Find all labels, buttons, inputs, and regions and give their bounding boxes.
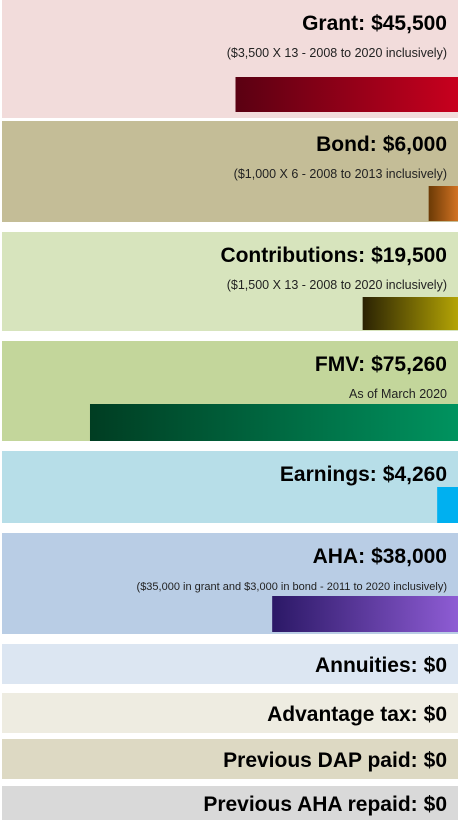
value-label: $75,260 xyxy=(371,353,447,376)
category-label: Advantage tax: xyxy=(267,703,418,726)
value-label: $6,000 xyxy=(383,133,447,156)
row-title: Advantage tax: $0 xyxy=(267,703,447,726)
category-label: Annuities: xyxy=(315,654,418,677)
category-label: Grant: xyxy=(302,12,365,35)
row-title: AHA: $38,000 xyxy=(313,545,447,568)
value-label: $19,500 xyxy=(371,244,447,267)
row-title: Contributions: $19,500 xyxy=(220,244,447,267)
row-title: Bond: $6,000 xyxy=(316,133,447,156)
bar xyxy=(362,297,458,330)
category-label: AHA: xyxy=(313,545,366,568)
row-background xyxy=(2,121,458,222)
value-label: $0 xyxy=(424,793,447,816)
bar xyxy=(272,596,458,632)
row-background xyxy=(2,786,458,820)
row-title: Previous DAP paid: $0 xyxy=(223,749,447,772)
value-label: $0 xyxy=(424,749,447,772)
row-background xyxy=(2,739,458,779)
value-label: $0 xyxy=(424,703,447,726)
row-subtitle: ($1,000 X 6 - 2008 to 2013 inclusively) xyxy=(234,167,447,181)
category-label: Bond: xyxy=(316,133,377,156)
bar xyxy=(235,77,458,112)
bar xyxy=(428,186,458,221)
bar xyxy=(437,487,458,523)
row-title: Earnings: $4,260 xyxy=(280,463,447,486)
value-label: $0 xyxy=(424,654,447,677)
row-title: FMV: $75,260 xyxy=(315,353,447,376)
row-background xyxy=(2,451,458,523)
row-subtitle: ($35,000 in grant and $3,000 in bond - 2… xyxy=(137,581,447,593)
bar xyxy=(89,404,458,441)
value-label: $45,500 xyxy=(371,12,447,35)
row-subtitle: As of March 2020 xyxy=(349,387,447,401)
value-label: $38,000 xyxy=(371,545,447,568)
row-title: Previous AHA repaid: $0 xyxy=(203,793,447,816)
row-background xyxy=(2,644,458,684)
row-title: Annuities: $0 xyxy=(315,654,447,677)
value-label: $4,260 xyxy=(383,463,447,486)
row-background xyxy=(2,693,458,733)
category-label: FMV: xyxy=(315,353,365,376)
category-label: Previous DAP paid: xyxy=(223,749,418,772)
row-title: Grant: $45,500 xyxy=(302,12,447,35)
category-label: Previous AHA repaid: xyxy=(203,793,417,816)
category-label: Contributions: xyxy=(220,244,365,267)
category-label: Earnings: xyxy=(280,463,377,486)
row-subtitle: ($1,500 X 13 - 2008 to 2020 inclusively) xyxy=(227,278,447,292)
row-subtitle: ($3,500 X 13 - 2008 to 2020 inclusively) xyxy=(227,46,447,60)
